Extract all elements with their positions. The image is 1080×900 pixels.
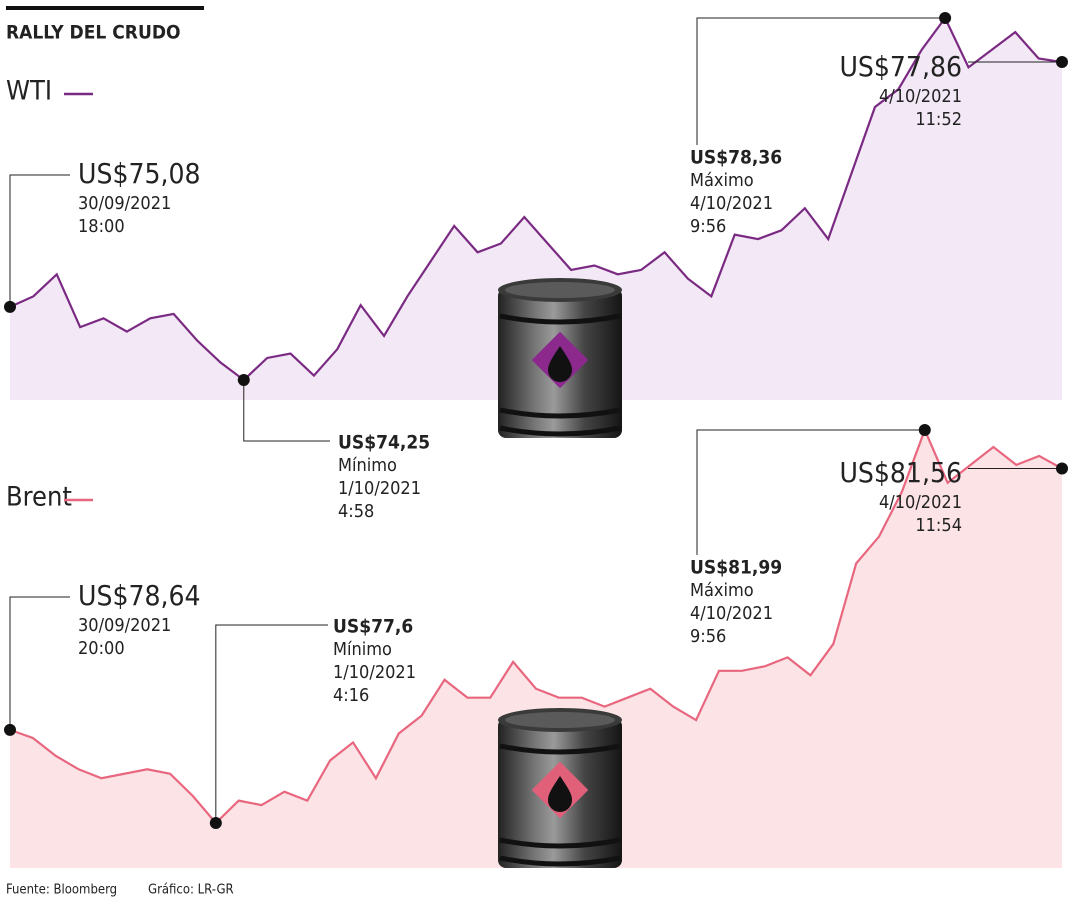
annotation-date: 4/10/2021 — [879, 492, 962, 513]
barrel — [498, 278, 622, 438]
annotation-value: US$78,64 — [78, 579, 201, 612]
area — [10, 18, 1062, 400]
annotation-time: 4:16 — [333, 685, 369, 706]
annotation-dot — [209, 817, 222, 829]
annotation-time: 11:54 — [915, 515, 962, 536]
annotation-date: 4/10/2021 — [690, 603, 773, 624]
annotation-dot — [939, 12, 952, 24]
annotation-value: US$77,86 — [839, 50, 962, 83]
annotation-dot — [4, 300, 16, 313]
barrel-drop — [548, 346, 572, 382]
annotation-note: Máximo — [690, 170, 754, 191]
annotation-value: US$81,99 — [690, 557, 782, 579]
title-rule — [6, 6, 204, 10]
annotation-time: 20:00 — [78, 638, 125, 659]
annotation-dot — [1056, 462, 1068, 475]
leader-line — [9, 174, 70, 307]
price-line — [9, 427, 1063, 825]
annotation-dot — [918, 424, 931, 436]
leader-line — [9, 596, 70, 730]
annotation-date: 1/10/2021 — [338, 478, 421, 499]
price-line — [9, 15, 1063, 382]
title: RALLY DEL CRUDO — [6, 22, 181, 44]
leader-line — [243, 380, 330, 442]
annotation-date: 4/10/2021 — [690, 193, 773, 214]
annotation-date: 30/09/2021 — [78, 193, 171, 214]
area — [10, 430, 1062, 868]
annotation-date: 30/09/2021 — [78, 615, 171, 636]
annotation-time: 18:00 — [78, 216, 125, 237]
barrel — [498, 708, 622, 868]
annotation-date: 4/10/2021 — [879, 86, 962, 107]
legend-label: Brent — [6, 482, 72, 513]
leader-line — [215, 624, 328, 823]
leader-line — [696, 429, 925, 555]
barrel-drop — [548, 776, 572, 812]
annotation-time: 9:56 — [690, 626, 726, 647]
credit: Gráfico: LR-GR — [148, 883, 234, 898]
legend-label: WTI — [6, 76, 52, 107]
annotation-value: US$75,08 — [78, 157, 201, 190]
annotation-dot — [1056, 56, 1068, 69]
annotation-note: Mínimo — [333, 639, 392, 660]
annotation-value: US$77,6 — [333, 616, 413, 638]
leader-line — [696, 17, 946, 145]
source: Fuente: Bloomberg — [6, 883, 117, 898]
annotation-value: US$78,36 — [690, 147, 782, 169]
annotation-value: US$81,56 — [839, 456, 962, 489]
annotation-dot — [4, 723, 16, 736]
annotation-value: US$74,25 — [338, 432, 430, 454]
annotation-dot — [237, 374, 250, 386]
annotation-date: 1/10/2021 — [333, 662, 416, 683]
annotation-time: 9:56 — [690, 216, 726, 237]
annotation-time: 4:58 — [338, 501, 374, 522]
annotation-time: 11:52 — [915, 109, 962, 130]
annotation-note: Mínimo — [338, 455, 397, 476]
annotation-note: Máximo — [690, 580, 754, 601]
